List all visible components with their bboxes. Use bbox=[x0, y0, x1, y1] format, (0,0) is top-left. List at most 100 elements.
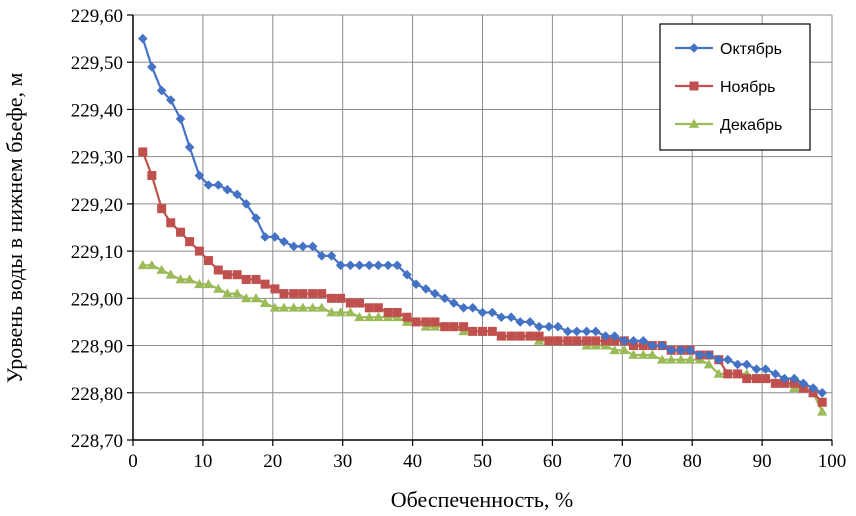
data-point bbox=[789, 373, 800, 384]
data-point bbox=[572, 326, 582, 337]
y-tick-label: 229,60 bbox=[71, 6, 123, 27]
data-point bbox=[176, 227, 186, 237]
data-point bbox=[817, 387, 828, 398]
data-point bbox=[411, 279, 421, 289]
y-tick-label: 229,10 bbox=[71, 242, 123, 263]
data-point bbox=[733, 369, 743, 379]
y-tick-label: 228,90 bbox=[71, 337, 123, 358]
data-point bbox=[316, 302, 327, 312]
data-point bbox=[525, 317, 535, 327]
data-point bbox=[741, 359, 752, 370]
data-point bbox=[157, 204, 167, 214]
data-point bbox=[260, 232, 270, 242]
data-point bbox=[685, 345, 695, 356]
data-point bbox=[222, 184, 233, 195]
y-tick-label: 228,70 bbox=[71, 431, 123, 452]
data-point bbox=[506, 331, 516, 341]
data-point bbox=[373, 260, 384, 271]
data-point bbox=[817, 406, 828, 416]
data-point bbox=[506, 312, 516, 323]
data-point bbox=[335, 307, 346, 317]
data-point bbox=[194, 170, 205, 181]
data-point bbox=[251, 274, 261, 284]
data-point bbox=[317, 289, 327, 299]
data-point bbox=[175, 274, 186, 284]
data-point bbox=[553, 321, 563, 332]
data-point bbox=[676, 345, 686, 356]
data-point bbox=[354, 298, 364, 308]
data-point bbox=[194, 246, 204, 256]
series-group bbox=[137, 33, 828, 416]
data-point bbox=[695, 350, 705, 360]
data-point bbox=[798, 378, 809, 389]
data-point bbox=[289, 289, 299, 299]
x-tick-label: 60 bbox=[543, 451, 562, 472]
data-point bbox=[213, 265, 223, 275]
data-point bbox=[439, 293, 450, 304]
data-point bbox=[250, 293, 262, 303]
legend-label: Октябрь bbox=[720, 41, 782, 58]
data-point bbox=[478, 326, 487, 336]
data-point bbox=[582, 336, 592, 346]
data-point bbox=[336, 293, 346, 303]
data-point bbox=[241, 199, 252, 209]
data-point bbox=[298, 241, 308, 252]
data-point bbox=[487, 307, 498, 318]
x-tick-label: 10 bbox=[193, 451, 212, 472]
data-point bbox=[278, 302, 290, 312]
x-axis-title: Обеспеченность, % bbox=[391, 487, 574, 512]
data-point bbox=[553, 336, 563, 346]
data-point bbox=[270, 284, 280, 294]
data-point bbox=[345, 298, 355, 308]
data-point bbox=[458, 302, 469, 313]
data-point bbox=[600, 331, 611, 341]
data-point bbox=[572, 336, 582, 346]
x-tick-label: 30 bbox=[333, 451, 352, 472]
data-point bbox=[421, 317, 431, 327]
data-point bbox=[308, 289, 318, 299]
data-point bbox=[184, 142, 195, 153]
data-point bbox=[279, 289, 289, 299]
data-point bbox=[449, 322, 459, 332]
data-point bbox=[232, 270, 242, 280]
data-point bbox=[185, 237, 195, 247]
data-point bbox=[392, 260, 403, 271]
data-point bbox=[307, 302, 318, 312]
x-tick-label: 0 bbox=[128, 451, 138, 472]
data-point bbox=[222, 288, 233, 298]
data-point bbox=[581, 326, 592, 337]
data-point bbox=[213, 283, 224, 293]
data-point bbox=[477, 307, 488, 318]
x-tick-label: 20 bbox=[263, 451, 282, 472]
data-point bbox=[770, 369, 781, 379]
data-point bbox=[251, 213, 261, 223]
data-point bbox=[770, 378, 780, 388]
data-point bbox=[496, 331, 506, 341]
data-point bbox=[327, 293, 337, 303]
data-point bbox=[761, 374, 771, 384]
y-axis-title: Уровень воды в нижнем бьефе, м bbox=[2, 73, 27, 384]
data-point bbox=[147, 171, 157, 181]
data-point bbox=[468, 326, 478, 336]
data-point bbox=[751, 364, 762, 374]
data-point bbox=[609, 345, 620, 355]
x-tick-label: 90 bbox=[753, 451, 772, 472]
y-tick-label: 229,20 bbox=[71, 195, 123, 216]
legend-marker bbox=[689, 81, 699, 91]
data-point bbox=[203, 278, 214, 289]
data-point bbox=[628, 336, 639, 346]
data-point bbox=[752, 374, 762, 384]
data-point bbox=[288, 241, 299, 252]
data-point bbox=[326, 307, 337, 317]
data-point bbox=[544, 336, 554, 346]
data-point bbox=[297, 302, 309, 312]
data-point bbox=[335, 260, 346, 271]
data-point bbox=[316, 251, 327, 261]
data-point bbox=[260, 279, 270, 289]
data-point bbox=[307, 241, 318, 252]
legend-box bbox=[659, 23, 811, 151]
data-point bbox=[345, 307, 356, 317]
data-point bbox=[760, 364, 771, 374]
data-point bbox=[656, 354, 668, 364]
